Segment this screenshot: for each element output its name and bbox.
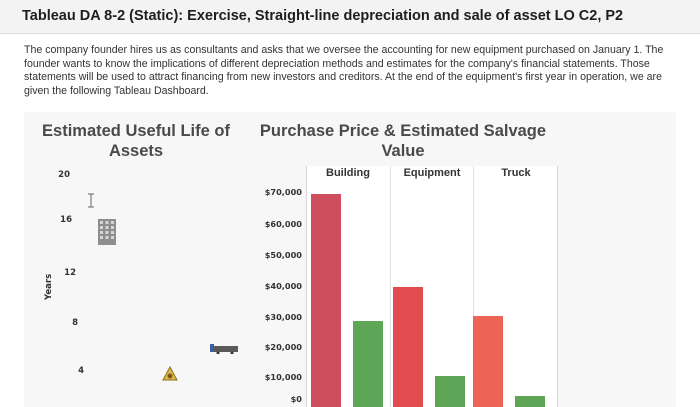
intro-paragraph: The company founder hires us as consulta… xyxy=(24,44,664,97)
left-title-line2: Assets xyxy=(108,142,164,160)
y-axis-label-years: Years xyxy=(44,273,54,300)
truck-icon xyxy=(210,344,238,354)
error-bar-marker xyxy=(88,193,94,208)
bar-truck-purchase xyxy=(473,315,503,407)
left-panel-title: Estimated Useful Life of Assets xyxy=(36,121,236,161)
y-tick-4: 4 xyxy=(78,366,84,376)
right-title-line1: Purchase Price & Estimated Salvage xyxy=(259,122,547,140)
title-bar: Tableau DA 8-2 (Static): Exercise, Strai… xyxy=(0,0,700,34)
price-tick-50000: $50,000 xyxy=(264,250,302,260)
column-header-equipment: Equipment xyxy=(403,167,461,179)
price-tick-70000: $70,000 xyxy=(264,187,302,197)
page-title: Tableau DA 8-2 (Static): Exercise, Strai… xyxy=(22,8,624,24)
bar-plot-area xyxy=(306,166,558,407)
price-tick-20000: $20,000 xyxy=(264,342,302,352)
equipment-icon xyxy=(162,366,178,381)
price-tick-0: $0 xyxy=(290,394,302,404)
y-tick-12: 12 xyxy=(64,268,76,278)
building-icon xyxy=(98,219,116,245)
right-panel-title: Purchase Price & Estimated Salvage Value xyxy=(252,121,554,161)
column-header-truck: Truck xyxy=(501,167,531,179)
left-title-line1: Estimated Useful Life of xyxy=(42,122,230,140)
bar-equipment-salvage xyxy=(435,376,465,407)
column-header-building: Building xyxy=(326,167,370,179)
bar-building-salvage xyxy=(353,320,383,407)
gridline xyxy=(473,166,474,407)
price-tick-30000: $30,000 xyxy=(264,312,302,322)
right-title-line2: Value xyxy=(381,142,425,160)
price-tick-60000: $60,000 xyxy=(264,219,302,229)
bar-equipment-purchase xyxy=(393,286,423,407)
price-tick-10000: $10,000 xyxy=(264,372,302,382)
y-tick-8: 8 xyxy=(72,318,78,328)
bar-building-purchase xyxy=(311,194,341,407)
gridline xyxy=(390,166,391,407)
bar-truck-salvage xyxy=(515,396,545,407)
y-tick-16: 16 xyxy=(60,215,72,225)
y-tick-20: 20 xyxy=(58,170,70,180)
price-tick-40000: $40,000 xyxy=(264,281,302,291)
